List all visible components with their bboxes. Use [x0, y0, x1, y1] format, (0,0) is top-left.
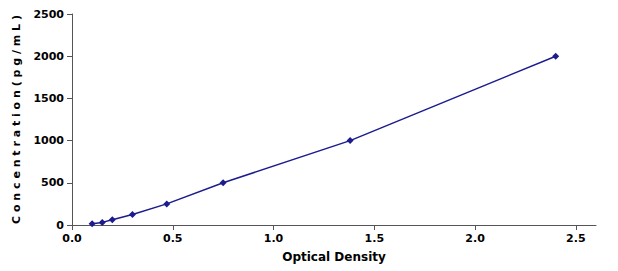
svg-text:1000: 1000 — [33, 134, 64, 147]
svg-text:0.5: 0.5 — [163, 232, 183, 245]
svg-text:Optical Density: Optical Density — [282, 250, 386, 264]
svg-text:2.5: 2.5 — [566, 232, 586, 245]
svg-text:500: 500 — [41, 176, 64, 189]
svg-text:0: 0 — [56, 219, 64, 232]
svg-text:0.0: 0.0 — [62, 232, 82, 245]
svg-text:2000: 2000 — [33, 50, 64, 63]
svg-text:2500: 2500 — [33, 8, 64, 21]
svg-text:1.5: 1.5 — [365, 232, 385, 245]
svg-text:1500: 1500 — [33, 92, 64, 105]
svg-text:1.0: 1.0 — [264, 232, 284, 245]
svg-text:C o n c e n t r a t i o n ( p: C o n c e n t r a t i o n ( p g / m L ) — [10, 15, 23, 224]
svg-text:2.0: 2.0 — [465, 232, 485, 245]
